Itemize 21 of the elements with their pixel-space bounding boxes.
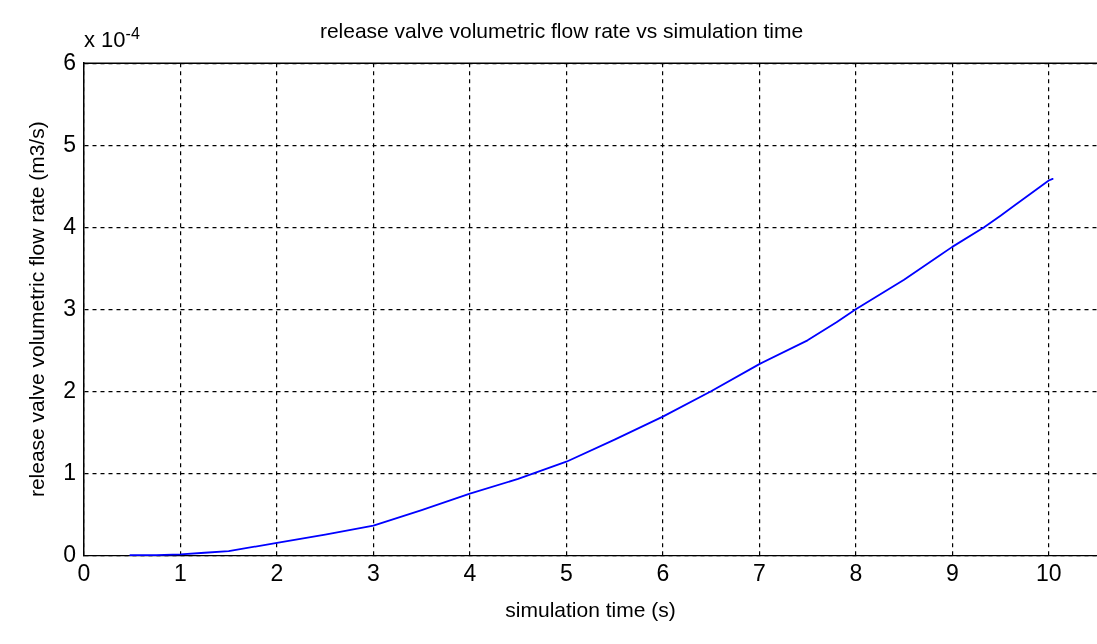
text: x 10$^{-4}$ — [83, 25, 140, 53]
x-tick-label: 6 — [656, 560, 670, 587]
x-tick-label: 8 — [849, 560, 863, 587]
x-tick-label: 7 — [752, 560, 766, 587]
y-tick-label: 1 — [63, 458, 76, 485]
x-axis-title: simulation time (s) — [505, 598, 676, 622]
y-tick-label: 5 — [63, 130, 76, 157]
y-tick-label: 0 — [63, 540, 76, 567]
chart-title: release valve volumetric flow rate vs simulation time — [319, 19, 804, 43]
y-tick-label: 3 — [63, 294, 76, 321]
x-tick-label: 2 — [270, 560, 284, 587]
x-tick-label: 1 — [174, 560, 187, 587]
y-tick-label: 4 — [63, 212, 77, 239]
x-tick-label: 9 — [945, 560, 959, 587]
y-axis-title: release valve volumetric flow rate (m3/s) — [25, 121, 49, 498]
y-tick-label: 2 — [63, 376, 76, 403]
y-tick-label: 6 — [63, 48, 76, 75]
x-tick-label: 10 — [1035, 560, 1062, 587]
x-tick-label: 4 — [463, 560, 477, 587]
x-tick-label: 5 — [559, 560, 573, 587]
x-tick-label: 3 — [367, 560, 380, 587]
